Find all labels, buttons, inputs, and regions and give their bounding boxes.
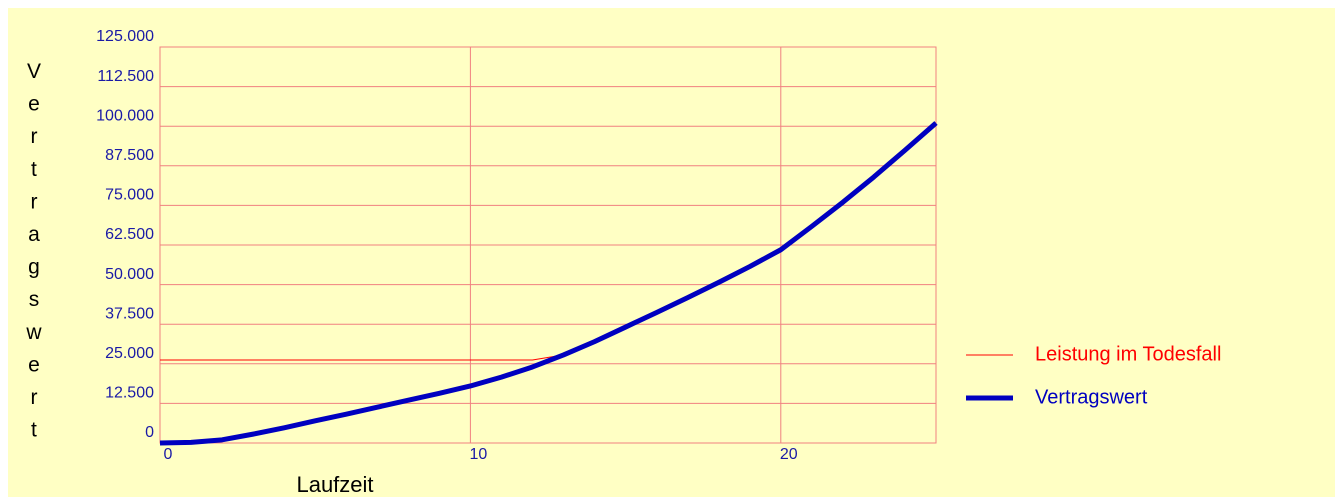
y-tick-label: 100.000 xyxy=(96,107,154,124)
legend-label: Vertragswert xyxy=(1035,386,1148,408)
y-tick-label: 0 xyxy=(145,424,154,441)
background xyxy=(8,8,1335,497)
legend-label: Leistung im Todesfall xyxy=(1035,343,1221,365)
series-line xyxy=(159,121,938,446)
y-tick-label: 12.500 xyxy=(105,385,154,402)
y-axis-label: Vertragswert xyxy=(22,60,45,451)
y-tick-label: 125.000 xyxy=(96,28,154,45)
x-tick-label: 10 xyxy=(470,446,488,463)
y-tick-label: 112.500 xyxy=(97,68,154,85)
x-tick-label: 20 xyxy=(780,446,798,463)
plot-border xyxy=(159,46,937,444)
y-tick-label: 62.500 xyxy=(105,226,154,243)
y-tick-label: 87.500 xyxy=(105,147,154,164)
y-tick-label: 50.000 xyxy=(105,266,154,283)
y-tick-label: 75.000 xyxy=(105,187,154,204)
y-tick-label: 25.000 xyxy=(105,345,154,362)
x-axis-label: Laufzeit xyxy=(296,472,373,497)
y-tick-label: 37.500 xyxy=(105,305,154,322)
x-tick-label: 0 xyxy=(164,446,173,463)
